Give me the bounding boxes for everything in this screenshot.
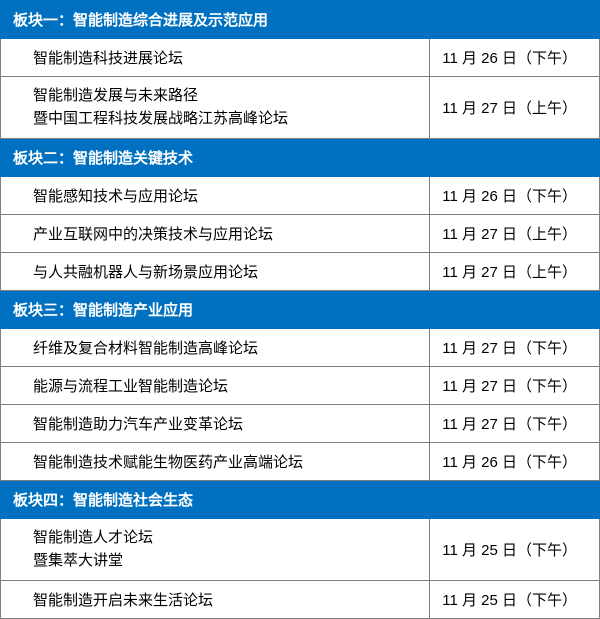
section-header: 板块三：智能制造产业应用	[1, 291, 600, 329]
table-row: 智能制造开启未来生活论坛11 月 25 日（下午）	[1, 581, 600, 619]
date-cell: 11 月 25 日（下午）	[430, 519, 600, 581]
topic-cell: 智能制造人才论坛 暨集萃大讲堂	[1, 519, 430, 581]
topic-cell: 纤维及复合材料智能制造高峰论坛	[1, 329, 430, 367]
table-row: 智能制造科技进展论坛11 月 26 日（下午）	[1, 39, 600, 77]
section-header: 板块二：智能制造关键技术	[1, 139, 600, 177]
schedule-table: 板块一：智能制造综合进展及示范应用智能制造科技进展论坛11 月 26 日（下午）…	[0, 0, 600, 619]
table-row: 智能制造发展与未来路径 暨中国工程科技发展战略江苏高峰论坛11 月 27 日（上…	[1, 77, 600, 139]
topic-cell: 智能制造科技进展论坛	[1, 39, 430, 77]
topic-cell: 产业互联网中的决策技术与应用论坛	[1, 215, 430, 253]
table-row: 纤维及复合材料智能制造高峰论坛11 月 27 日（下午）	[1, 329, 600, 367]
section-header: 板块四：智能制造社会生态	[1, 481, 600, 519]
topic-cell: 智能感知技术与应用论坛	[1, 177, 430, 215]
date-cell: 11 月 25 日（下午）	[430, 581, 600, 619]
date-cell: 11 月 27 日（下午）	[430, 329, 600, 367]
table-row: 能源与流程工业智能制造论坛11 月 27 日（下午）	[1, 367, 600, 405]
date-cell: 11 月 27 日（上午）	[430, 253, 600, 291]
table-row: 智能制造技术赋能生物医药产业高端论坛11 月 26 日（下午）	[1, 443, 600, 481]
table-row: 产业互联网中的决策技术与应用论坛11 月 27 日（上午）	[1, 215, 600, 253]
date-cell: 11 月 26 日（下午）	[430, 443, 600, 481]
table-body: 板块一：智能制造综合进展及示范应用智能制造科技进展论坛11 月 26 日（下午）…	[1, 1, 600, 619]
date-cell: 11 月 26 日（下午）	[430, 39, 600, 77]
date-cell: 11 月 26 日（下午）	[430, 177, 600, 215]
table-row: 与人共融机器人与新场景应用论坛11 月 27 日（上午）	[1, 253, 600, 291]
topic-cell: 智能制造助力汽车产业变革论坛	[1, 405, 430, 443]
table-row: 智能制造人才论坛 暨集萃大讲堂11 月 25 日（下午）	[1, 519, 600, 581]
table-row: 智能感知技术与应用论坛11 月 26 日（下午）	[1, 177, 600, 215]
date-cell: 11 月 27 日（上午）	[430, 215, 600, 253]
section-header: 板块一：智能制造综合进展及示范应用	[1, 1, 600, 39]
topic-cell: 智能制造开启未来生活论坛	[1, 581, 430, 619]
date-cell: 11 月 27 日（下午）	[430, 367, 600, 405]
topic-cell: 智能制造技术赋能生物医药产业高端论坛	[1, 443, 430, 481]
table-row: 智能制造助力汽车产业变革论坛11 月 27 日（下午）	[1, 405, 600, 443]
topic-cell: 智能制造发展与未来路径 暨中国工程科技发展战略江苏高峰论坛	[1, 77, 430, 139]
date-cell: 11 月 27 日（下午）	[430, 405, 600, 443]
topic-cell: 与人共融机器人与新场景应用论坛	[1, 253, 430, 291]
date-cell: 11 月 27 日（上午）	[430, 77, 600, 139]
topic-cell: 能源与流程工业智能制造论坛	[1, 367, 430, 405]
